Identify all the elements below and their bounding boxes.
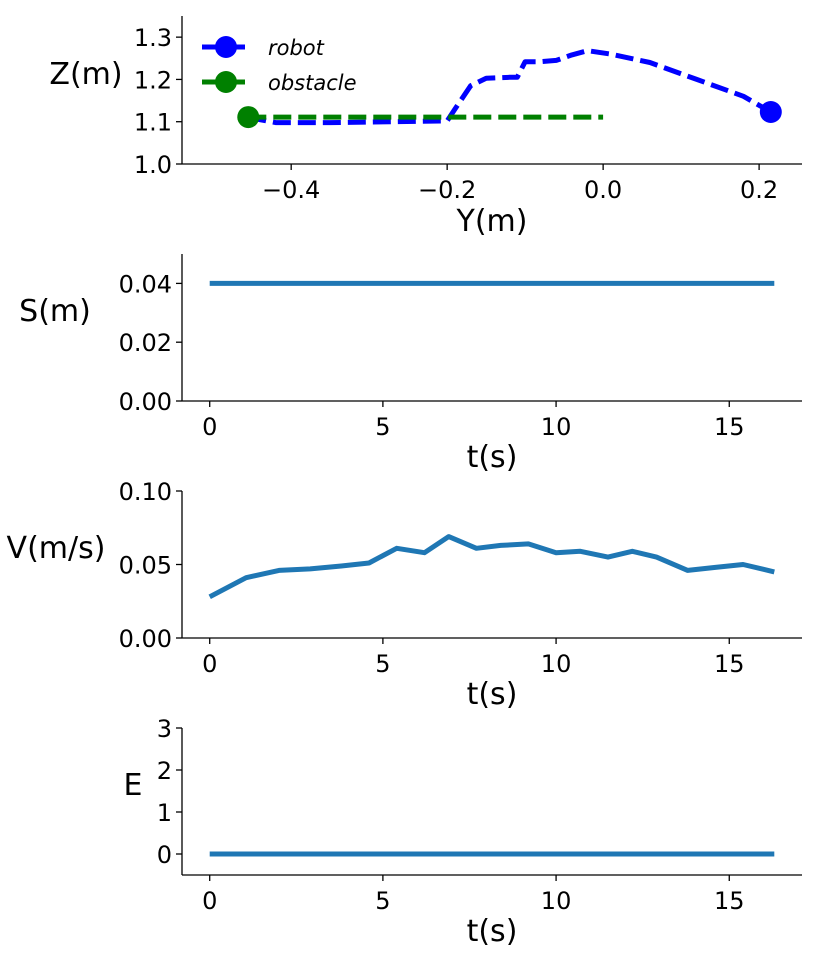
legend-marker-obstacle: [215, 71, 237, 93]
series-start-marker-obstacle: [237, 106, 260, 129]
y-tick-label: 0.05: [119, 552, 172, 580]
x-tick-label: 15: [714, 887, 745, 915]
x-tick-label: 0: [202, 413, 217, 441]
legend-marker-robot: [215, 36, 237, 58]
x-tick-label: 5: [375, 650, 390, 678]
x-tick-label: 10: [541, 413, 572, 441]
y-tick-label: 0.00: [119, 388, 172, 416]
x-tick-label: 0: [202, 650, 217, 678]
y-tick-label: 0.10: [119, 478, 172, 506]
x-tick-label: −0.2: [418, 176, 476, 204]
legend-label-robot: robot: [268, 36, 325, 60]
legend: robot obstacle: [202, 36, 357, 95]
series-line-V: [208, 534, 775, 600]
y-axis-label: V(m/s): [7, 531, 106, 566]
y-tick-label: 1.3: [134, 24, 172, 52]
x-tick-label: 10: [541, 887, 572, 915]
x-tick-label: 0: [202, 887, 217, 915]
y-tick-label: 1: [157, 799, 172, 827]
x-tick-label: 10: [541, 650, 572, 678]
x-tick-label: −0.4: [262, 176, 320, 204]
x-tick-label: 15: [714, 413, 745, 441]
y-tick-label: 0.00: [119, 625, 172, 653]
series-line-robot: [247, 48, 773, 126]
y-axis-label: S(m): [19, 294, 91, 329]
y-tick-label: 0: [157, 841, 172, 869]
y-tick-label: 0.04: [119, 270, 172, 298]
x-axis-label: Y(m): [456, 204, 528, 239]
y-tick-label: 1.1: [134, 109, 172, 137]
y-tick-label: 2: [157, 757, 172, 785]
x-tick-label: 0.0: [584, 176, 622, 204]
x-axis-label: t(s): [467, 677, 518, 712]
subplot-1: −0.4 −0.2 0.0 0.2 1.0 1.1 1.2 1.3 Y(m) Z(m) robot o…: [49, 16, 802, 239]
subplot-4: 0 5 10 15 0 1 2 3 t(s) E: [124, 715, 802, 949]
x-axis-label: t(s): [467, 440, 518, 475]
y-axis-label: E: [124, 768, 143, 803]
y-tick-label: 0.02: [119, 329, 172, 357]
y-tick-label: 3: [157, 715, 172, 743]
legend-label-obstacle: obstacle: [268, 71, 357, 95]
y-axis-label: Z(m): [49, 57, 122, 92]
series-end-marker-robot: [759, 100, 782, 123]
subplot-3: 0 5 10 15 0.00 0.05 0.10 t(s) V(m/s): [7, 478, 802, 712]
x-tick-label: 5: [375, 887, 390, 915]
x-axis-label: t(s): [467, 914, 518, 949]
subplot-2: 0 5 10 15 0.00 0.02 0.04 t(s) S(m): [19, 254, 802, 475]
x-tick-label: 5: [375, 413, 390, 441]
y-tick-label: 1.0: [134, 151, 172, 179]
x-tick-label: 0.2: [740, 176, 778, 204]
x-tick-label: 15: [714, 650, 745, 678]
y-tick-label: 1.2: [134, 66, 172, 94]
